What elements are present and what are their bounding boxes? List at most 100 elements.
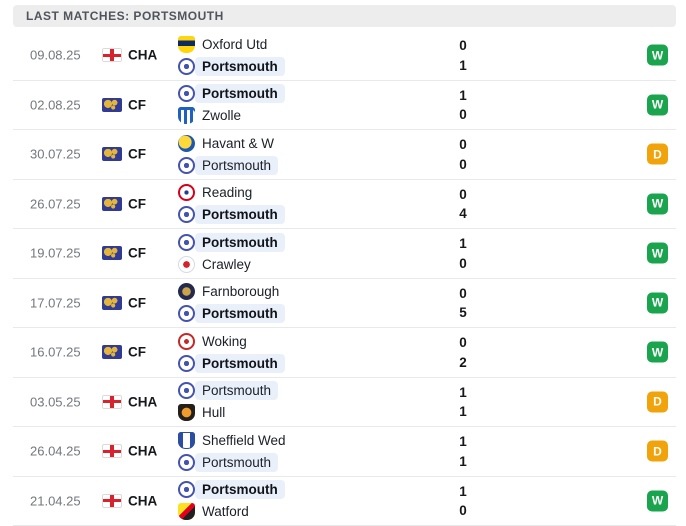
match-row[interactable]: 17.07.25 CF Farnborough Portsmouth 0 5 W	[13, 279, 676, 329]
team-name: Crawley	[195, 255, 258, 274]
team-name: Farnborough	[195, 282, 286, 301]
team-name: Portsmouth	[195, 205, 285, 224]
match-row[interactable]: 03.05.25 CHA Portsmouth Hull 1 1 D	[13, 378, 676, 428]
team-row-bottom[interactable]: Portsmouth	[178, 55, 426, 77]
competition-code: CF	[128, 147, 146, 162]
team-name: Reading	[195, 183, 259, 202]
team-row-top[interactable]: Woking	[178, 330, 426, 352]
top-team-score: 1	[453, 385, 473, 400]
team-name: Portsmouth	[195, 453, 278, 472]
team-row-top[interactable]: Portsmouth	[178, 479, 426, 501]
team-row-bottom[interactable]: Portsmouth	[178, 352, 426, 374]
world-flag-icon	[102, 345, 122, 359]
competition-code: CHA	[128, 444, 157, 459]
team-row-bottom[interactable]: Crawley	[178, 253, 426, 275]
team-name: Portsmouth	[195, 233, 285, 252]
top-team-score: 0	[453, 187, 473, 202]
team-row-bottom[interactable]: Watford	[178, 501, 426, 523]
match-date: 30.07.25	[30, 147, 81, 162]
match-date: 19.07.25	[30, 246, 81, 261]
match-date: 02.08.25	[30, 97, 81, 112]
bottom-team-score: 0	[453, 157, 473, 172]
result-badge: W	[647, 45, 668, 66]
team-row-bottom[interactable]: Portsmouth	[178, 154, 426, 176]
top-team-score: 1	[453, 434, 473, 449]
world-flag-icon	[102, 246, 122, 260]
teams-column: Portsmouth Zwolle	[178, 83, 426, 128]
competition-code: CF	[128, 97, 146, 112]
match-row[interactable]: 30.07.25 CF Havant & W Portsmouth 0 0 D	[13, 130, 676, 180]
team-logo-icon	[178, 85, 195, 102]
team-name: Havant & W	[195, 134, 281, 153]
team-row-top[interactable]: Farnborough	[178, 281, 426, 303]
competition-code: CHA	[128, 493, 157, 508]
team-name: Portsmouth	[195, 304, 285, 323]
result-badge: W	[647, 94, 668, 115]
match-date: 03.05.25	[30, 394, 81, 409]
team-logo-icon	[178, 157, 195, 174]
world-flag-icon	[102, 147, 122, 161]
match-row[interactable]: 26.07.25 CF Reading Portsmouth 0 4 W	[13, 180, 676, 230]
match-date: 17.07.25	[30, 295, 81, 310]
team-name: Zwolle	[195, 106, 248, 125]
team-row-bottom[interactable]: Portsmouth	[178, 204, 426, 226]
competition-code: CF	[128, 295, 146, 310]
result-badge: D	[647, 391, 668, 412]
team-row-bottom[interactable]: Hull	[178, 402, 426, 424]
team-logo-icon	[178, 283, 195, 300]
team-logo-icon	[178, 481, 195, 498]
competition-code: CF	[128, 345, 146, 360]
team-name: Watford	[195, 502, 256, 521]
team-logo-icon	[178, 382, 195, 399]
team-row-top[interactable]: Havant & W	[178, 132, 426, 154]
world-flag-icon	[102, 197, 122, 211]
bottom-team-score: 4	[453, 206, 473, 221]
team-name: Portsmouth	[195, 84, 285, 103]
team-logo-icon	[178, 184, 195, 201]
top-team-score: 0	[453, 38, 473, 53]
team-row-top[interactable]: Portsmouth	[178, 380, 426, 402]
teams-column: Portsmouth Watford	[178, 479, 426, 524]
team-row-bottom[interactable]: Portsmouth	[178, 451, 426, 473]
match-date: 21.04.25	[30, 493, 81, 508]
team-row-top[interactable]: Oxford Utd	[178, 33, 426, 55]
match-row[interactable]: 26.04.25 CHA Sheffield Wed Portsmouth 1 …	[13, 427, 676, 477]
team-row-top[interactable]: Portsmouth	[178, 231, 426, 253]
competition-code: CHA	[128, 394, 157, 409]
team-logo-icon	[178, 107, 195, 124]
match-row[interactable]: 21.04.25 CHA Portsmouth Watford 1 0 W	[13, 477, 676, 526]
team-name: Sheffield Wed	[195, 431, 293, 450]
result-badge: D	[647, 441, 668, 462]
match-date: 09.08.25	[30, 48, 81, 63]
bottom-team-score: 1	[453, 404, 473, 419]
team-row-top[interactable]: Reading	[178, 182, 426, 204]
result-badge: W	[647, 243, 668, 264]
team-name: Portsmouth	[195, 57, 285, 76]
team-row-bottom[interactable]: Zwolle	[178, 105, 426, 127]
england-flag-icon	[102, 444, 122, 458]
team-name: Woking	[195, 332, 254, 351]
team-name: Portsmouth	[195, 381, 278, 400]
team-row-top[interactable]: Sheffield Wed	[178, 429, 426, 451]
match-row[interactable]: 09.08.25 CHA Oxford Utd Portsmouth 0 1 W	[13, 31, 676, 81]
match-row[interactable]: 02.08.25 CF Portsmouth Zwolle 1 0 W	[13, 81, 676, 131]
team-logo-icon	[178, 206, 195, 223]
team-logo-icon	[178, 454, 195, 471]
top-team-score: 1	[453, 236, 473, 251]
team-logo-icon	[178, 503, 195, 520]
england-flag-icon	[102, 48, 122, 62]
teams-column: Oxford Utd Portsmouth	[178, 33, 426, 78]
england-flag-icon	[102, 494, 122, 508]
bottom-team-score: 2	[453, 355, 473, 370]
match-row[interactable]: 19.07.25 CF Portsmouth Crawley 1 0 W	[13, 229, 676, 279]
teams-column: Farnborough Portsmouth	[178, 281, 426, 326]
team-row-top[interactable]: Portsmouth	[178, 83, 426, 105]
team-row-bottom[interactable]: Portsmouth	[178, 303, 426, 325]
result-badge: W	[647, 342, 668, 363]
match-row[interactable]: 16.07.25 CF Woking Portsmouth 0 2 W	[13, 328, 676, 378]
bottom-team-score: 0	[453, 503, 473, 518]
competition-code: CF	[128, 246, 146, 261]
team-name: Oxford Utd	[195, 35, 274, 54]
team-logo-icon	[178, 58, 195, 75]
